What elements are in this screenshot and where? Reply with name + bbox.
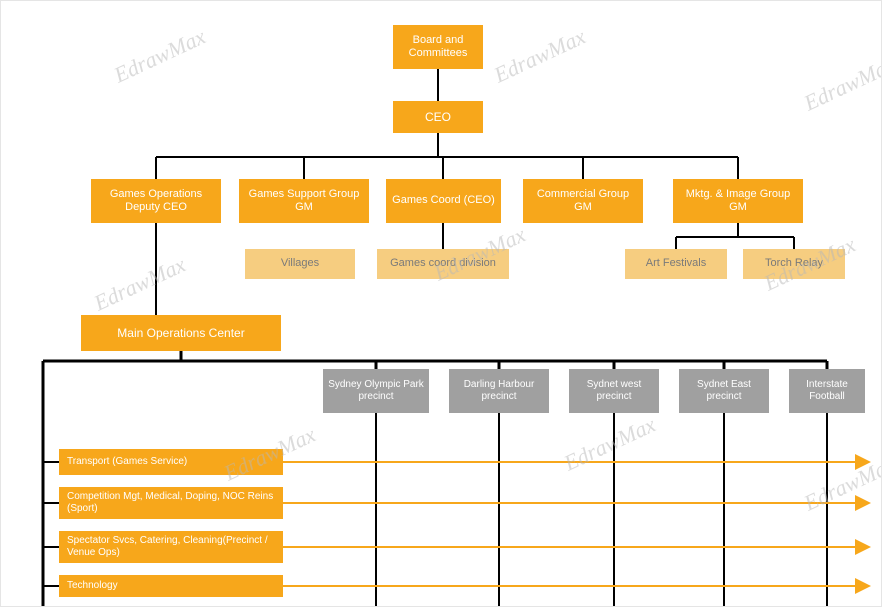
node-label: Sydnet west precinct xyxy=(573,379,655,403)
node-board: Board and Committees xyxy=(393,25,483,69)
node-precinct5: Interstate Football xyxy=(789,369,865,413)
node-support: Games Support Group GM xyxy=(239,179,369,223)
node-label: Darling Harbour precinct xyxy=(453,379,545,403)
node-label: Competition Mgt, Medical, Doping, NOC Re… xyxy=(67,491,279,515)
node-mainOps: Main Operations Center xyxy=(81,315,281,351)
node-label: Villages xyxy=(281,257,319,270)
node-bar1: Transport (Games Service) xyxy=(59,449,283,475)
node-precinct4: Sydnet East precinct xyxy=(679,369,769,413)
node-ceo: CEO xyxy=(393,101,483,133)
node-precinct3: Sydnet west precinct xyxy=(569,369,659,413)
node-artFest: Art Festivals xyxy=(625,249,727,279)
watermark: EdrawMax xyxy=(90,252,190,317)
node-label: Transport (Games Service) xyxy=(67,456,187,468)
node-label: Mktg. & Image Group GM xyxy=(677,188,799,214)
node-label: Board and Committees xyxy=(397,34,479,60)
node-precinct2: Darling Harbour precinct xyxy=(449,369,549,413)
node-label: Torch Relay xyxy=(765,257,823,270)
node-mktg: Mktg. & Image Group GM xyxy=(673,179,803,223)
watermark: EdrawMax xyxy=(800,52,882,117)
node-villages: Villages xyxy=(245,249,355,279)
node-coordDiv: Games coord division xyxy=(377,249,509,279)
watermark: EdrawMax xyxy=(800,452,882,517)
watermark: EdrawMax xyxy=(560,412,660,477)
node-label: Games Support Group GM xyxy=(243,188,365,214)
node-label: Sydney Olympic Park precinct xyxy=(327,379,425,403)
watermark: EdrawMax xyxy=(110,24,210,89)
node-label: Games coord division xyxy=(390,257,496,270)
node-bar3: Spectator Svcs, Catering, Cleaning(Preci… xyxy=(59,531,283,563)
node-torch: Torch Relay xyxy=(743,249,845,279)
node-label: Interstate Football xyxy=(793,379,861,403)
node-label: Games Operations Deputy CEO xyxy=(95,188,217,214)
node-label: Sydnet East precinct xyxy=(683,379,765,403)
node-label: Technology xyxy=(67,580,118,592)
watermark: EdrawMax xyxy=(490,24,590,89)
node-gamesOps: Games Operations Deputy CEO xyxy=(91,179,221,223)
node-bar2: Competition Mgt, Medical, Doping, NOC Re… xyxy=(59,487,283,519)
node-bar4: Technology xyxy=(59,575,283,597)
node-label: Art Festivals xyxy=(646,257,707,270)
node-label: Spectator Svcs, Catering, Cleaning(Preci… xyxy=(67,535,279,559)
node-commercial: Commercial Group GM xyxy=(523,179,643,223)
node-label: CEO xyxy=(425,110,451,124)
node-label: Main Operations Center xyxy=(117,326,244,340)
node-coord: Games Coord (CEO) xyxy=(386,179,501,223)
node-label: Commercial Group GM xyxy=(527,188,639,214)
node-label: Games Coord (CEO) xyxy=(392,194,495,207)
org-chart-canvas: Board and Committees CEO Games Operations … xyxy=(0,0,882,607)
node-precinct1: Sydney Olympic Park precinct xyxy=(323,369,429,413)
